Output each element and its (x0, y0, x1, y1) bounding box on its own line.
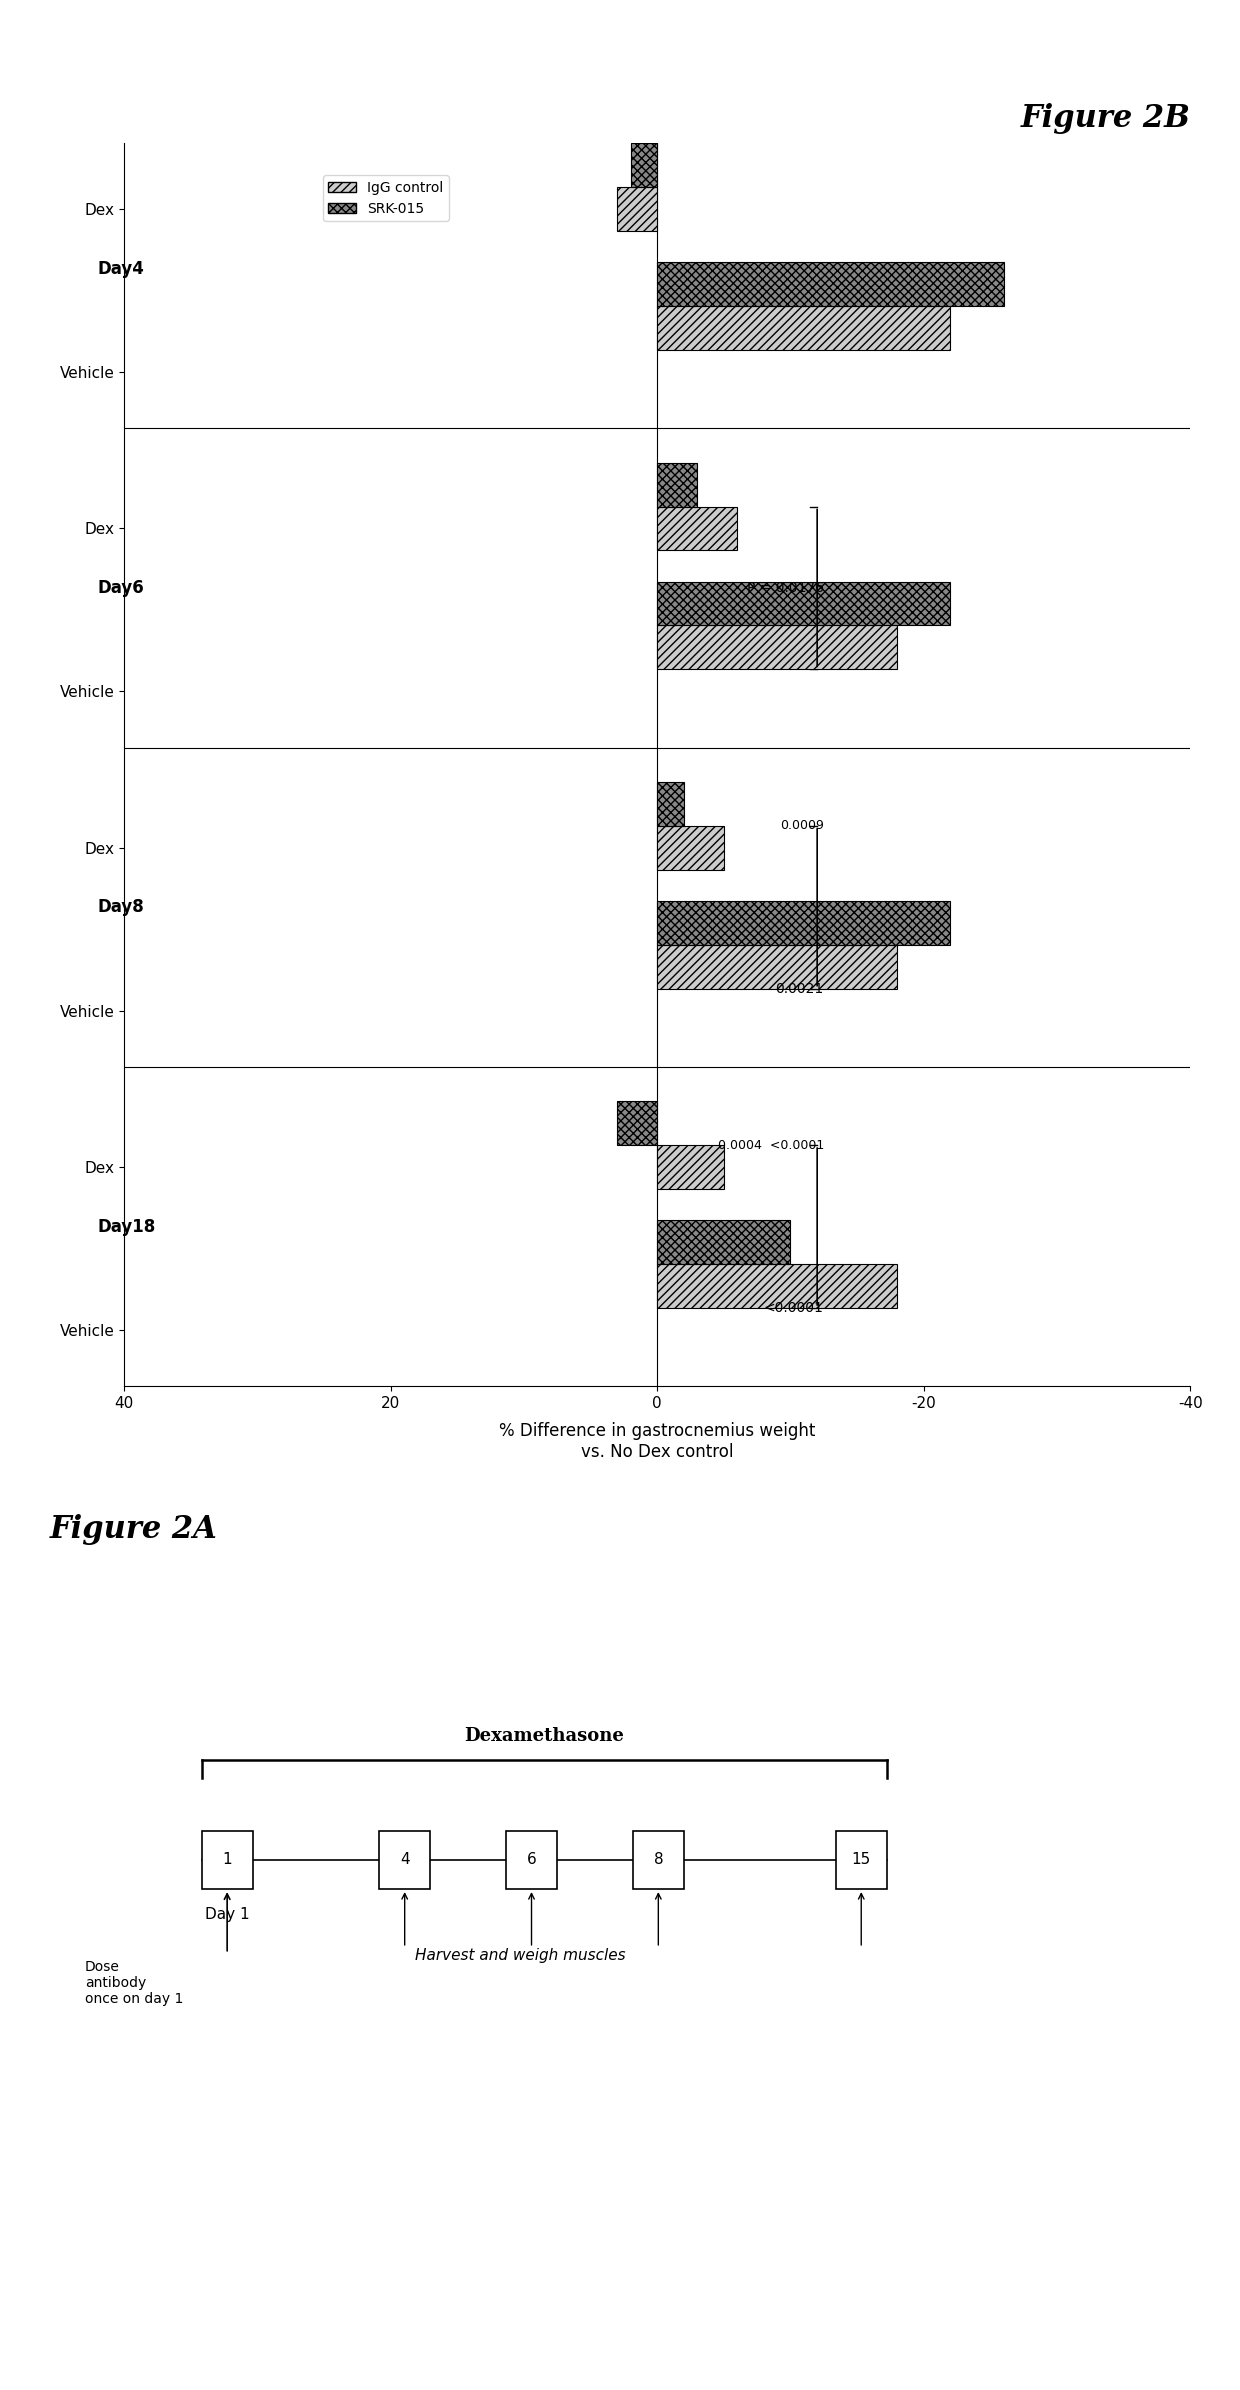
Legend: IgG control, SRK-015: IgG control, SRK-015 (322, 174, 449, 222)
Bar (657, 626, 897, 669)
Text: Day 1: Day 1 (205, 1907, 249, 1922)
Text: 0.0009: 0.0009 (780, 820, 823, 832)
Bar (657, 944, 897, 989)
Bar (618, 186, 657, 232)
Bar (630, 143, 657, 186)
Text: Day6: Day6 (98, 578, 144, 598)
Text: 1: 1 (222, 1852, 232, 1867)
Bar (657, 306, 950, 349)
Text: Dexamethasone: Dexamethasone (464, 1728, 624, 1745)
Bar (657, 1145, 724, 1188)
Bar (618, 1102, 657, 1145)
Text: Day4: Day4 (98, 261, 144, 277)
Bar (657, 1221, 791, 1264)
Bar (657, 827, 724, 870)
Bar (657, 782, 683, 827)
Text: Dose
antibody
once on day 1: Dose antibody once on day 1 (86, 1960, 184, 2005)
Text: Harvest and weigh muscles: Harvest and weigh muscles (415, 1948, 625, 1962)
Text: 0.0021: 0.0021 (775, 982, 823, 997)
X-axis label: % Difference in gastrocnemius weight
vs. No Dex control: % Difference in gastrocnemius weight vs.… (498, 1422, 816, 1460)
Text: 8: 8 (653, 1852, 663, 1867)
Text: Day18: Day18 (98, 1217, 155, 1236)
Bar (657, 507, 737, 550)
Text: P = 0.0176: P = 0.0176 (746, 581, 823, 595)
Text: <0.0001: <0.0001 (764, 1300, 823, 1314)
Bar (202, 1831, 253, 1888)
Bar (836, 1831, 887, 1888)
Bar (657, 1264, 897, 1307)
Bar (632, 1831, 683, 1888)
Bar (657, 464, 697, 507)
Bar (379, 1831, 430, 1888)
Bar (657, 901, 950, 944)
Bar (506, 1831, 557, 1888)
Text: 4: 4 (399, 1852, 409, 1867)
Text: 15: 15 (852, 1852, 870, 1867)
Text: Figure 2A: Figure 2A (50, 1515, 217, 1544)
Bar (657, 581, 950, 626)
Text: 0.0004  <0.0001: 0.0004 <0.0001 (718, 1138, 823, 1152)
Text: Day8: Day8 (98, 899, 144, 915)
Bar (657, 263, 1003, 306)
Text: Figure 2B: Figure 2B (1021, 103, 1190, 134)
Text: 6: 6 (527, 1852, 537, 1867)
